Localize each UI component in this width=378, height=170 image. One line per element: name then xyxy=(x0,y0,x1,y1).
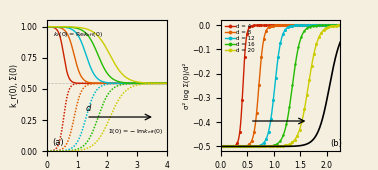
Text: (b): (b) xyxy=(331,139,342,148)
Legend: d = 4, d = 8, d = 12, d = 16, d = 20: d = 4, d = 8, d = 12, d = 16, d = 20 xyxy=(222,22,257,55)
Text: (a): (a) xyxy=(52,138,64,147)
Text: $k_r(0) = \mathrm{Re}k_{\mathrm{eff}}(0)$: $k_r(0) = \mathrm{Re}k_{\mathrm{eff}}(0)… xyxy=(53,30,103,39)
Y-axis label: k_r(0), Σ(0): k_r(0), Σ(0) xyxy=(9,64,18,107)
Text: $\Sigma(0) = -\mathrm{Im}k_{\mathrm{eff}}(0)$: $\Sigma(0) = -\mathrm{Im}k_{\mathrm{eff}… xyxy=(108,127,163,136)
Text: $d$: $d$ xyxy=(85,102,92,113)
Y-axis label: σ² log Σ(0)/d²: σ² log Σ(0)/d² xyxy=(182,63,190,109)
